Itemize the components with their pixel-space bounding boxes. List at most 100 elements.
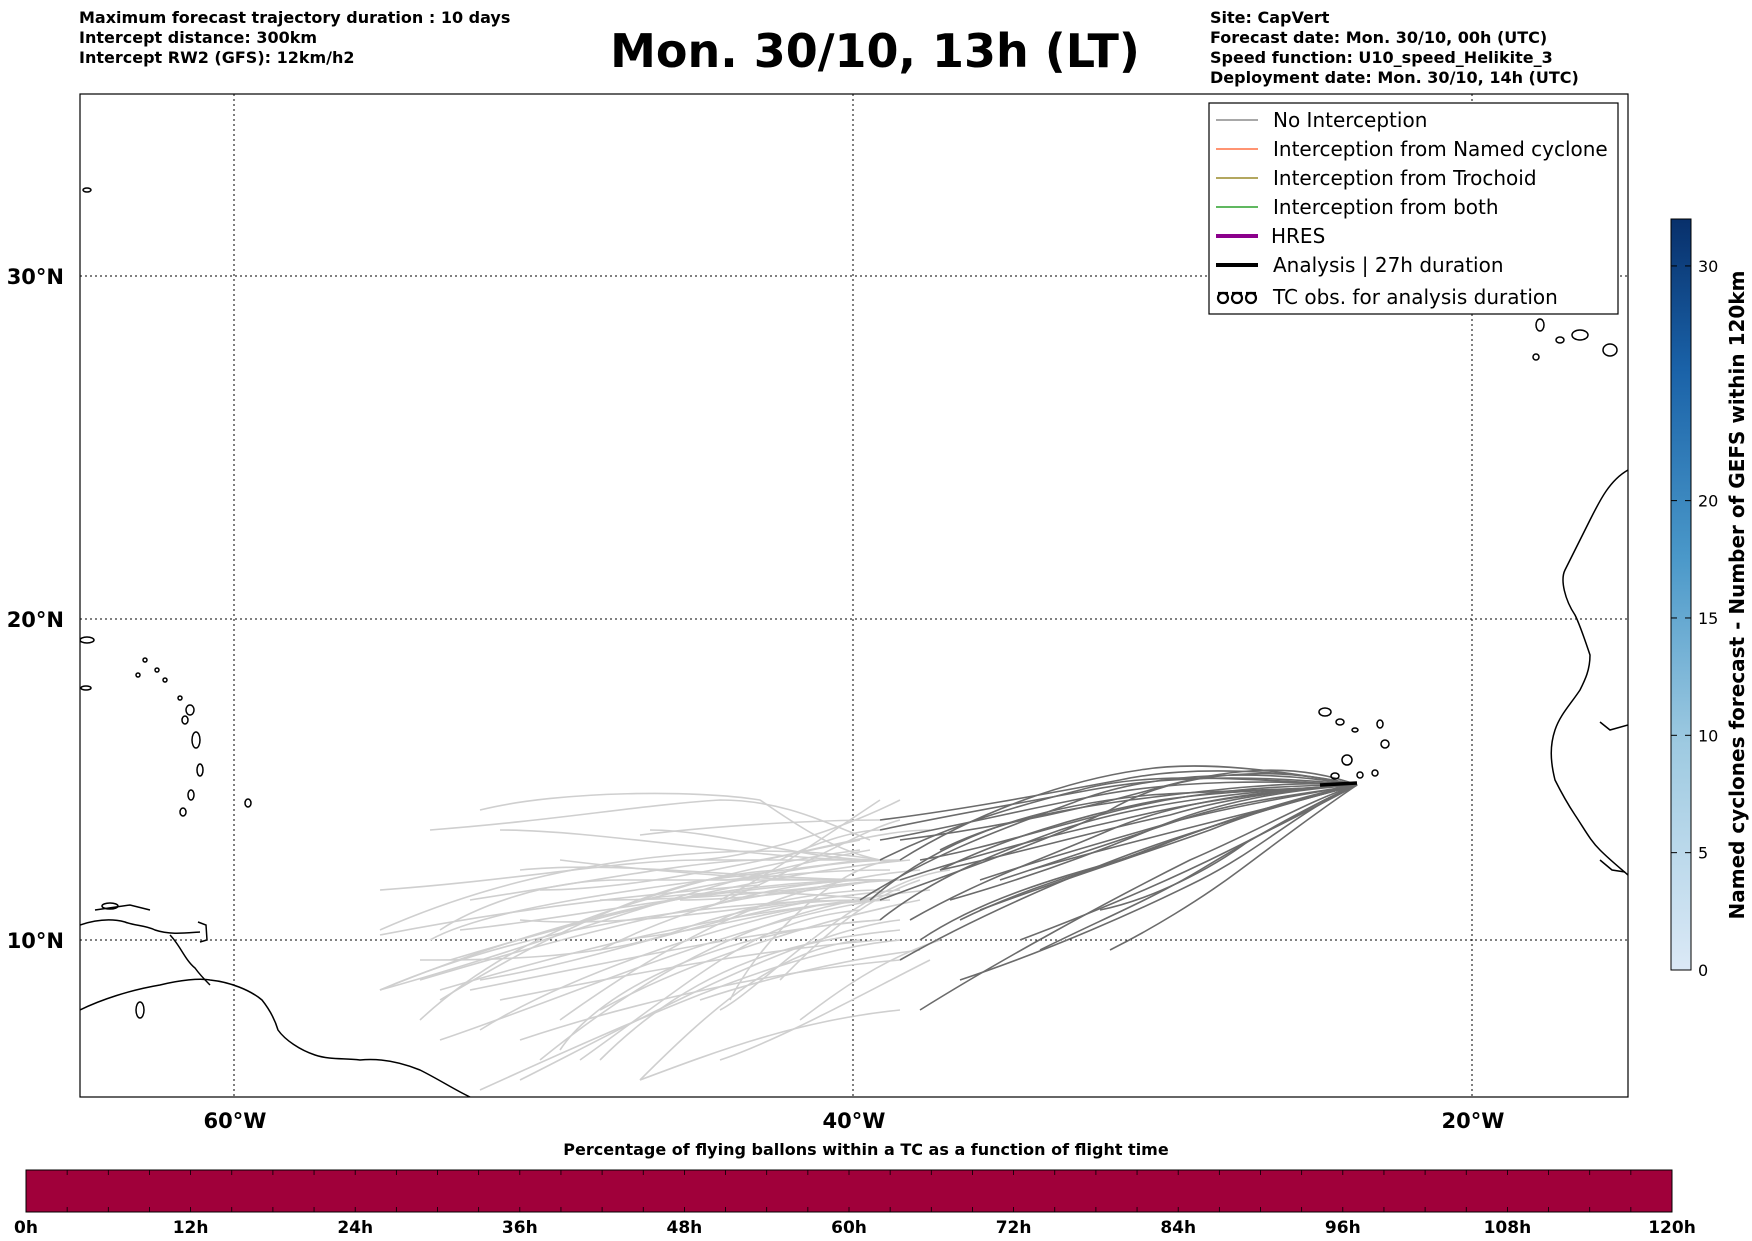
colorbar-bottom: Percentage of flying ballons within a TC… [14,1140,1696,1238]
colorbar-right-ticks: 0 5 10 15 20 30 [1671,257,1718,980]
trajectory-recent [919,784,1358,861]
colorbar-right-label: Named cyclones forecast - Number of GEFS… [1725,271,1749,920]
trajectory-old [639,1009,901,1081]
title-text: Mon. 30/10, 13h (LT) [610,24,1140,78]
trajectory-old [619,899,881,941]
trajectory-old [719,869,951,1011]
speed-function-text: Speed function: U10_speed_Helikite_3 [1210,48,1553,67]
legend-label: Analysis | 27h duration [1273,253,1504,277]
trajectory-old [599,929,901,1061]
colorbar-bottom-tick-label: 36h [502,1218,538,1238]
island [179,807,187,817]
colorbar-right-tick-label: 10 [1698,726,1718,745]
trajectory-old [639,939,861,1081]
legend-item-both: Interception from both [1216,195,1499,219]
trajectory-recent [959,784,1358,981]
island [142,657,148,663]
trajectory-old [719,859,901,881]
legend-item-named-cyclone: Interception from Named cyclone [1216,137,1608,161]
trajectories-recent [859,765,1358,1011]
page-title: Mon. 30/10, 13h (LT) [0,24,1752,78]
trajectory-recent [919,784,1358,1011]
lon-label-40w: 40°W [823,1109,886,1133]
colorbar-bottom-tick-label: 12h [173,1218,209,1238]
colorbar-bottom-ticks: 0h 12h 24h 36h 48h 60h 72h 84h 96h 108h 120h [14,1170,1696,1238]
legend-label: HRES [1271,224,1325,248]
legend-item-no-interception: No Interception [1216,108,1427,132]
island [1532,353,1540,361]
colorbar-right-tick-label: 20 [1698,492,1718,511]
colorbar-right: 0 5 10 15 20 30 Named cyclones forecast - Num… [1670,218,1749,980]
trajectory-old [699,949,921,1001]
island [244,798,252,808]
island [1571,329,1589,341]
trajectory-recent [879,781,1358,841]
legend-label: Interception from Named cyclone [1273,137,1608,161]
max-duration-text: Maximum forecast trajectory duration : 1… [79,8,511,27]
trajectory-old [639,891,881,901]
trajectory-old [519,959,901,1041]
island [82,187,92,193]
coastline-trinidad [197,921,208,943]
trajectory-old [479,904,821,1031]
trajectory-recent [859,774,1358,901]
trajectory-old [639,849,861,901]
trajectories-old [379,792,951,1091]
intercept-distance-text: Intercept distance: 300km [79,28,318,47]
trajectory-old [379,884,761,936]
island [1380,739,1390,749]
site-text: Site: CapVert [1210,8,1330,27]
legend: No Interception Interception from Named … [1208,102,1619,315]
trajectory-old [419,869,891,1021]
trajectory-old [719,799,881,901]
trajectory-recent [879,784,1358,921]
island [80,636,95,644]
island [1356,771,1364,779]
island [187,789,195,801]
island [1335,718,1345,726]
trajectory-old [639,819,881,836]
trajectory-old [699,799,901,861]
island [191,731,201,749]
colorbar-right-tick-label: 5 [1698,844,1708,863]
trajectory-old [599,899,921,1011]
trajectory-recent [1109,784,1358,951]
coastlines [80,187,1628,1097]
forecast-date-text: Forecast date: Mon. 30/10, 00h (UTC) [1210,28,1548,47]
trajectory-old [479,939,901,1091]
trajectory-recent [1019,784,1358,941]
trajectory-old [499,829,871,861]
trajectory-old [439,899,881,1041]
island [1351,727,1359,733]
lat-label-30n: 30°N [7,265,64,289]
lon-axis-labels: 60°W 40°W 20°W [204,1109,1505,1133]
trajectory-recent [999,784,1358,881]
island [154,667,160,673]
lat-label-10n: 10°N [7,929,64,953]
colorbar-bottom-title: Percentage of flying ballons within a TC… [563,1140,1169,1159]
colorbar-right-tick-label: 0 [1698,961,1708,980]
coastline-orinoco [169,934,211,986]
trajectory-recent [879,777,1358,861]
lon-label-20w: 20°W [1442,1109,1505,1133]
trajectory-old [459,879,861,931]
island [196,763,204,777]
trajectory-old [519,866,891,881]
colorbar-bottom-tick-label: 120h [1648,1218,1696,1238]
colorbar-bottom-bar [25,1169,1673,1213]
island [162,677,168,683]
colorbar-bottom-tick-label: 72h [996,1218,1032,1238]
trajectory-recent [939,784,1358,871]
colorbar-bottom-tick-label: 0h [14,1218,38,1238]
intercept-rw2-text: Intercept RW2 (GFS): 12km/h2 [79,48,355,67]
island [177,695,183,701]
colorbar-right-tick-label: 30 [1698,257,1718,276]
tc-obs-symbol-icon [1216,291,1258,305]
colorbar-bottom-tick-label: 24h [337,1218,373,1238]
trajectory-old [439,869,781,1001]
lon-label-60w: 60°W [204,1109,267,1133]
legend-box [1208,102,1619,315]
trajectory-old [439,899,891,991]
trajectory-old [439,879,900,931]
colorbar-bottom-tick-label: 96h [1325,1218,1361,1238]
